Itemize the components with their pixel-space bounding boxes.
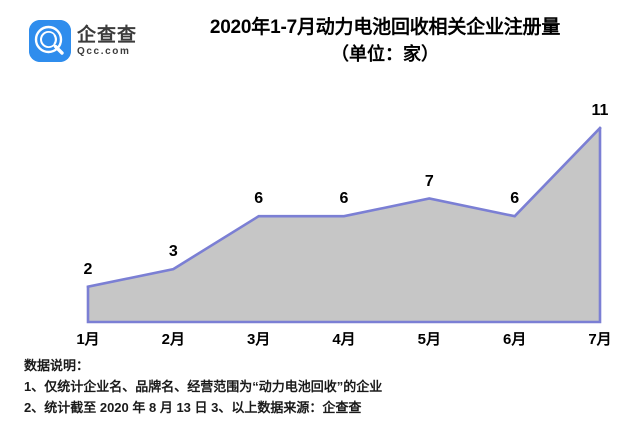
area-series-line [86, 126, 602, 289]
chart-plot-area: 2 3 6 6 7 6 11 [0, 86, 636, 338]
data-notes: 数据说明： 1、仅统计企业名、品牌名、经营范围为“动力电池回收”的企业 2、统计… [24, 355, 624, 418]
area-series-fill [88, 128, 600, 322]
chart-header: 企查查 Qcc.com 2020年1-7月动力电池回收相关企业注册量 （单位：家… [0, 0, 636, 86]
brand-name-latin: Qcc.com [77, 45, 131, 57]
brand-name-cn: 企查查 [77, 24, 138, 46]
brand-wordmark: 企查查 Qcc.com [77, 20, 137, 62]
chart-title: 2020年1-7月动力电池回收相关企业注册量 [209, 17, 561, 38]
x-tick-7月: 7月 [588, 331, 612, 348]
notes-heading: 数据说明： [24, 358, 90, 373]
title-block: 2020年1-7月动力电池回收相关企业注册量 （单位：家） [162, 14, 608, 67]
x-tick-1月: 1月 [76, 331, 100, 348]
note-line-2: 2、统计截至 2020 年 8 月 13 日 3、以上数据来源：企查查 [24, 400, 362, 415]
brand-logo: 企查查 Qcc.com [29, 17, 161, 65]
x-tick-4月: 4月 [332, 331, 356, 348]
area-series-outline [86, 128, 602, 324]
chart-subtitle: （单位：家） [331, 44, 439, 64]
x-tick-3月: 3月 [246, 331, 271, 348]
x-tick-2月: 2月 [161, 331, 185, 348]
x-tick-6月: 6月 [502, 331, 527, 348]
qcc-logo-icon [29, 20, 71, 62]
note-line-1: 1、仅统计企业名、品牌名、经营范围为“动力电池回收”的企业 [24, 379, 383, 394]
area-chart-svg [86, 126, 602, 324]
x-axis-tick-labels: 1月 2月 3月 4月 5月 6月 7月 [0, 330, 636, 354]
x-tick-5月: 5月 [417, 331, 441, 348]
